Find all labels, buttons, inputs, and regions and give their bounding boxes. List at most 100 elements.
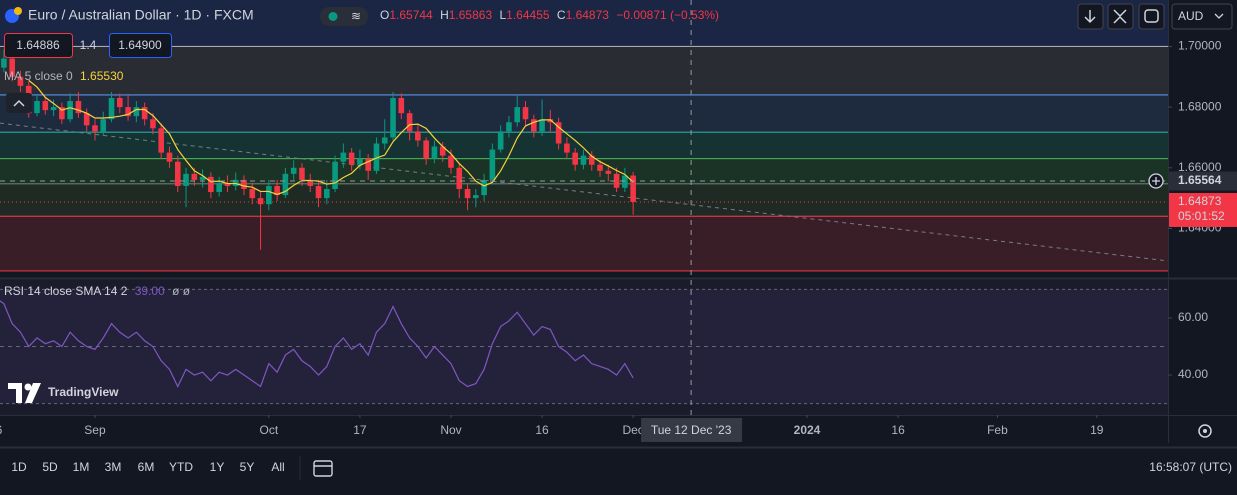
last-price-box [1169, 192, 1237, 227]
date-range-button[interactable] [313, 460, 333, 477]
candle-body [315, 185, 322, 199]
rsi-legend[interactable]: RSI 14 close SMA 14 2 39.00 ø ø [4, 284, 191, 298]
x-tick-label: 16 [535, 423, 549, 437]
icon [13, 99, 25, 107]
range-button[interactable]: 5Y [240, 460, 255, 474]
candle-body [224, 182, 231, 186]
candle-body [299, 167, 305, 180]
icon [1144, 9, 1159, 23]
y-tick-label: 1.68000 [1178, 99, 1222, 113]
clock[interactable]: 16:58:07 (UTC) [1149, 460, 1232, 474]
crosshair-date-box [641, 418, 743, 442]
currency-button[interactable] [1171, 3, 1233, 30]
range-button[interactable]: 1D [11, 460, 27, 474]
axes: 60.0040.001.700001.680001.660001.6400016… [0, 0, 1237, 442]
candle-body [183, 173, 189, 186]
icon [1152, 177, 1160, 186]
sell-button[interactable] [4, 33, 73, 58]
range-button[interactable]: All [271, 460, 284, 474]
candle-body [605, 170, 612, 174]
toolbar: 1D 5D 1M 3M 6M YTD 1Y 5Y All [11, 460, 284, 474]
candle-body [365, 158, 371, 171]
candle-body [249, 189, 256, 199]
price-zone [0, 0, 1168, 47]
range-button[interactable]: 1Y [210, 460, 225, 474]
candle-body [241, 179, 247, 190]
candle-body [622, 175, 628, 188]
ma-legend[interactable]: MA 5 close 0 1.65530 [4, 69, 124, 83]
price-zone [0, 183, 1168, 217]
x-tick-label: Oct [260, 423, 279, 437]
price-zone [0, 131, 1168, 160]
logo-mark [24, 383, 32, 391]
candle-body [232, 179, 239, 186]
candle-body [34, 101, 40, 114]
candle-body [191, 173, 198, 180]
candle-body [42, 101, 49, 111]
candle-body [572, 152, 578, 165]
candle-body [75, 101, 82, 114]
fullscreen-button[interactable] [1138, 3, 1165, 30]
price-change: −0.00871 (−0.53%) [616, 8, 719, 22]
candle-body [497, 131, 504, 150]
price-zone [0, 215, 1168, 272]
symbol-title[interactable]: Euro / Australian Dollar · 1D · FXCM [28, 7, 254, 23]
range-button[interactable]: YTD [169, 460, 193, 474]
ohlc-label: H [440, 8, 449, 22]
candle-body [141, 107, 148, 120]
candle-body [539, 119, 545, 132]
candle-body [67, 101, 73, 120]
data-status: ≋ [351, 9, 361, 23]
candle-body [423, 140, 429, 159]
candle-body [431, 146, 438, 159]
candle-body [166, 152, 173, 162]
x-tick-label: Feb [987, 423, 1008, 437]
y-tick-label: 1.66000 [1178, 160, 1222, 174]
range-button[interactable]: 5D [42, 460, 58, 474]
buy-price: 1.64900 [118, 38, 162, 52]
buy-button[interactable] [109, 33, 172, 58]
ma-value: 1.65530 [80, 69, 124, 83]
range-button[interactable]: 3M [105, 460, 122, 474]
x-tick-label: Sep [84, 423, 106, 437]
logo-mark [25, 383, 41, 403]
candle-body [150, 119, 156, 129]
candle-body [406, 113, 413, 132]
candle-body [613, 173, 620, 188]
candle-body [83, 113, 90, 126]
candle-body [323, 189, 330, 199]
sell-price: 1.64886 [16, 38, 60, 52]
candle-body [464, 189, 471, 199]
y-tick-label: 1.70000 [1178, 39, 1222, 53]
logo-mark [8, 383, 22, 403]
rsi-line [0, 300, 634, 388]
candle-body [373, 143, 380, 171]
x-tick-label: 17 [353, 423, 367, 437]
candle-body [630, 175, 636, 202]
rsi-tick-label: 40.00 [1178, 367, 1208, 381]
settings-button[interactable] [1198, 424, 1212, 438]
x-tick-label: Nov [440, 423, 461, 437]
candle-body [588, 155, 595, 165]
price-zone [0, 45, 1168, 96]
candle-body [456, 167, 463, 190]
range-button[interactable]: 1M [73, 460, 90, 474]
x-tick-label: 19 [1090, 423, 1104, 437]
ohlc-value: 1.64455 [506, 8, 550, 22]
status-pill[interactable] [320, 7, 368, 26]
candle-body [158, 128, 165, 153]
legend-toggle[interactable] [6, 93, 32, 113]
price-pane [0, 0, 1168, 272]
candle-body [100, 119, 107, 132]
candle-body [489, 149, 496, 180]
candle-body [282, 173, 289, 196]
ohlc-label: L [499, 8, 506, 22]
candle-body [580, 155, 587, 165]
candle-body [257, 198, 264, 205]
range-button[interactable]: 6M [138, 460, 155, 474]
icon [1113, 9, 1127, 24]
candle-body [348, 152, 355, 165]
candle-body [555, 122, 562, 144]
